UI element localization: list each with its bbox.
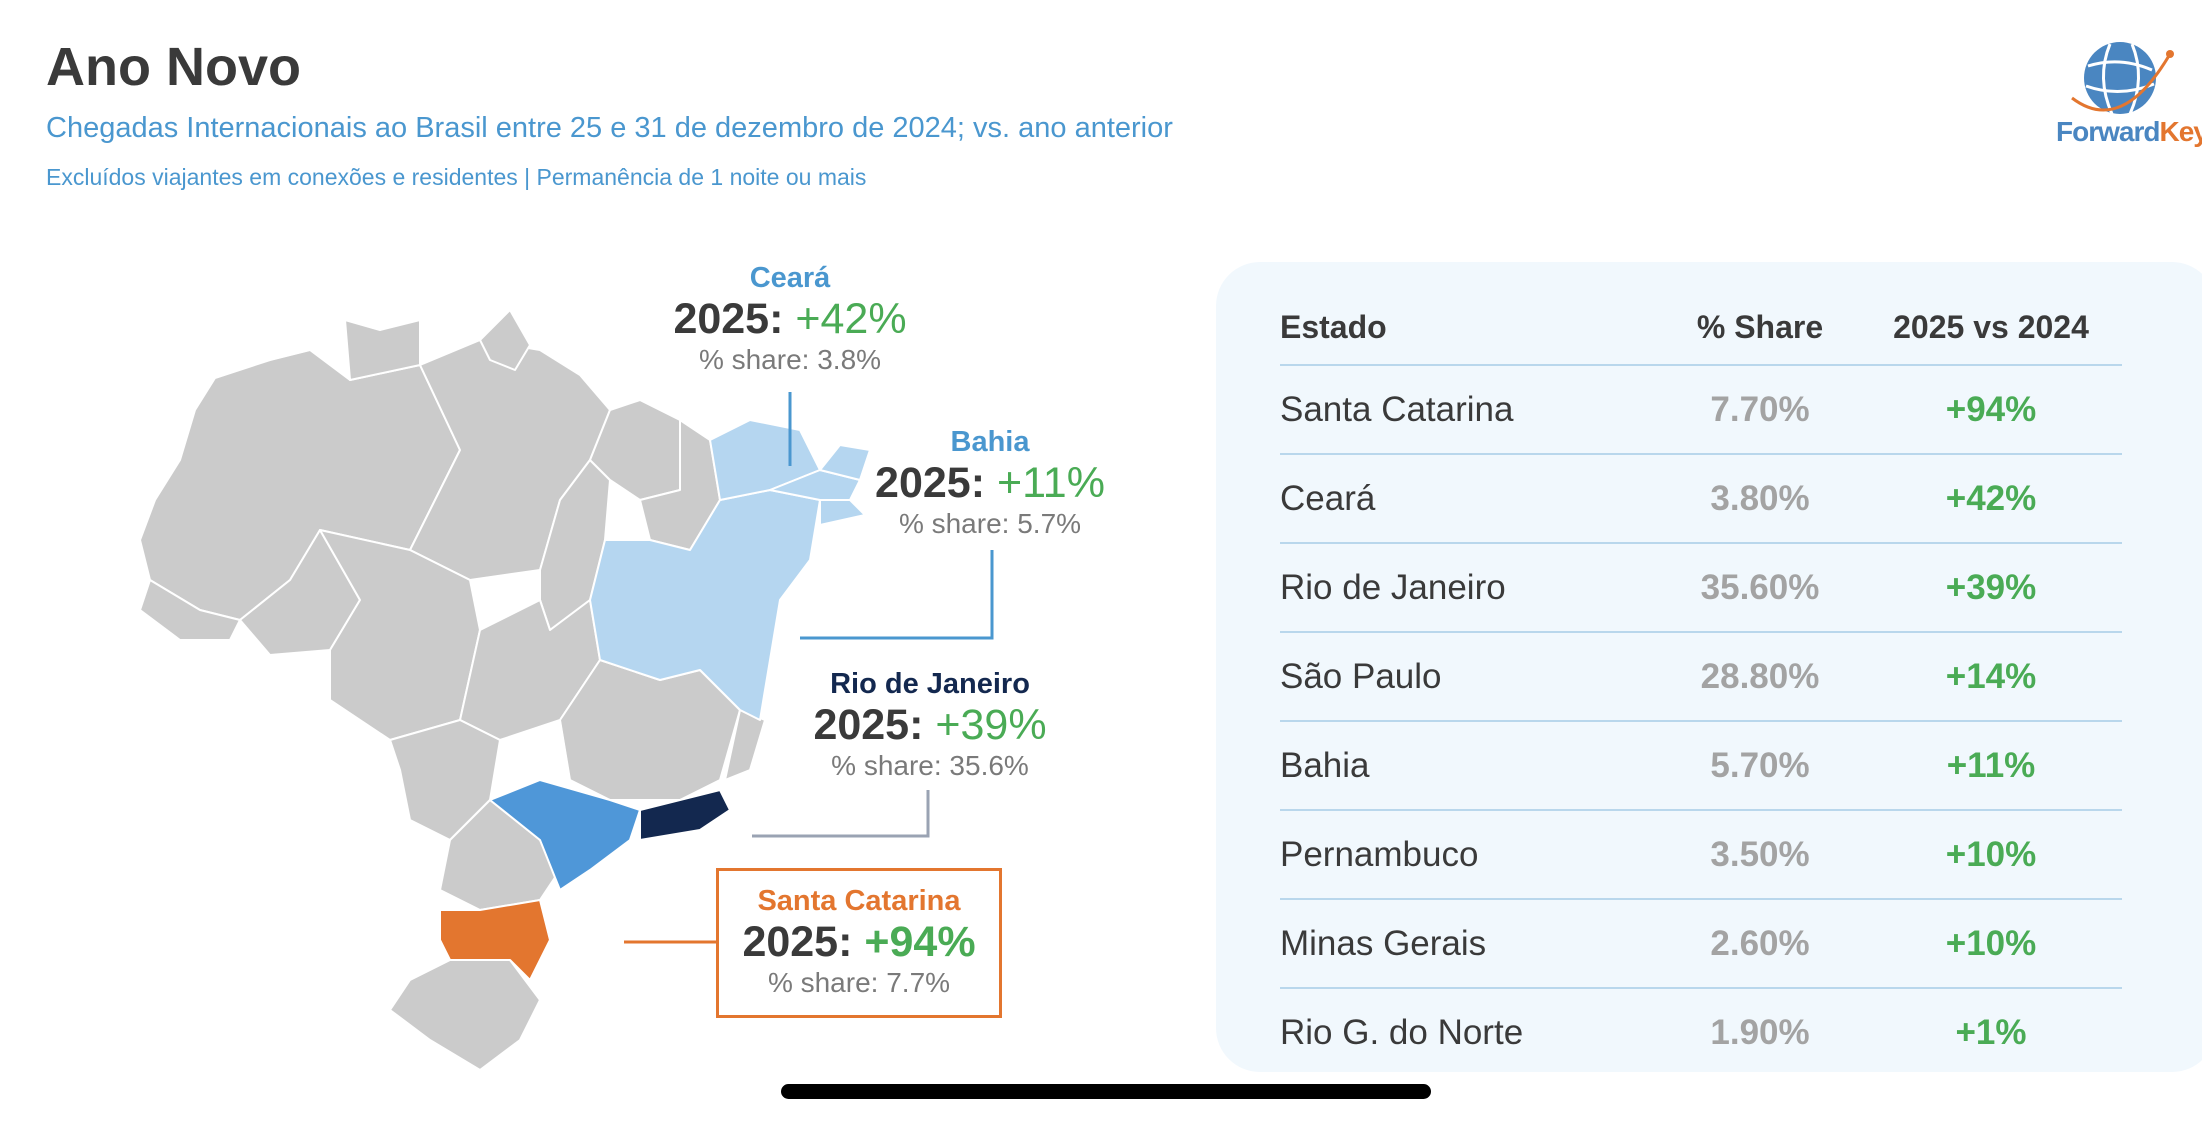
header-share: % Share	[1696, 308, 1824, 345]
callout-sc-share: % share: 7.7%	[767, 967, 951, 999]
row-estado: Santa Catarina	[1280, 389, 1514, 429]
callout-santa-catarina: Santa Catarina 2025: +94% % share: 7.7%	[716, 868, 1002, 1018]
callout-sc-stat: 2025: +94%	[719, 918, 999, 967]
map-state-sao-paulo	[489, 779, 641, 891]
callout-ceara-name: Ceará	[749, 262, 831, 294]
callout-bahia-year: 2025:	[875, 459, 986, 507]
table-row: Bahia 5.70% +11%	[1280, 722, 2122, 811]
map-state-paraiba	[819, 499, 866, 526]
callout-ceara-share: % share: 3.8%	[698, 344, 882, 376]
row-change: +10%	[1945, 834, 2037, 874]
row-change: +10%	[1945, 923, 2037, 963]
row-change: +39%	[1945, 567, 2037, 607]
header-change: 2025 vs 2024	[1893, 308, 2089, 345]
map-state-santa-catarina	[439, 899, 551, 981]
callout-bahia-change: +11%	[996, 459, 1105, 507]
page-subtitle: Chegadas Internacionais ao Brasil entre …	[46, 112, 1173, 144]
row-share: 5.70%	[1710, 745, 1810, 785]
row-share: 1.90%	[1710, 1012, 1810, 1052]
callout-bahia-stat: 2025: +11%	[860, 459, 1120, 508]
table-row: Minas Gerais 2.60% +10%	[1280, 900, 2122, 989]
table-row: Rio G. do Norte 1.90% +1%	[1280, 989, 2122, 1076]
callout-rio-year: 2025:	[813, 701, 924, 749]
callout-ceara-stat: 2025: +42%	[660, 295, 920, 344]
row-estado: Pernambuco	[1280, 834, 1479, 874]
page-title: Ano Novo	[46, 37, 301, 97]
row-share: 7.70%	[1710, 389, 1810, 429]
table-panel	[1216, 262, 2202, 1072]
row-estado: Ceará	[1280, 478, 1376, 518]
table-row: Santa Catarina 7.70% +94%	[1280, 366, 2122, 455]
row-share: 3.80%	[1710, 478, 1810, 518]
row-estado: Rio de Janeiro	[1280, 567, 1506, 607]
map-state-pernambuco	[769, 469, 861, 501]
callout-ceara: Ceará 2025: +42% % share: 3.8%	[660, 262, 920, 376]
row-change: +11%	[1946, 745, 2036, 785]
row-estado: Bahia	[1280, 745, 1370, 785]
callout-sc-year: 2025:	[742, 918, 853, 966]
brand-logo-part1: Forward	[2056, 116, 2160, 147]
map-state-acre	[139, 579, 241, 641]
brand-logo-part2: Keys	[2159, 116, 2202, 147]
row-share: 35.60%	[1700, 567, 1820, 607]
callout-rio-de-janeiro: Rio de Janeiro 2025: +39% % share: 35.6%	[790, 668, 1070, 782]
brand-logo: ForwardKeys	[2056, 116, 2202, 148]
table-row: São Paulo 28.80% +14%	[1280, 633, 2122, 722]
map-state-rio-de-janeiro	[639, 789, 731, 841]
table-row: Pernambuco 3.50% +10%	[1280, 811, 2122, 900]
row-share: 2.60%	[1710, 923, 1810, 963]
callout-rio-change: +39%	[935, 701, 1047, 749]
globe-logo-icon	[2071, 42, 2174, 115]
table-header: Estado % Share 2025 vs 2024	[1280, 290, 2122, 366]
row-estado: Rio G. do Norte	[1280, 1012, 1524, 1052]
map-state-roraima	[344, 319, 421, 381]
table-row: Ceará 3.80% +42%	[1280, 455, 2122, 544]
callout-bahia-name: Bahia	[950, 426, 1030, 458]
map-state-rio-grande-do-sul	[389, 959, 541, 1071]
callout-bahia-share: % share: 5.7%	[898, 508, 1082, 540]
row-change: +94%	[1945, 389, 2037, 429]
callout-sc-change: +94%	[864, 918, 976, 966]
callout-ceara-year: 2025:	[673, 295, 784, 343]
header-estado: Estado	[1280, 308, 1387, 345]
states-table: Estado % Share 2025 vs 2024 Santa Catari…	[1280, 290, 2122, 1076]
row-share: 3.50%	[1710, 834, 1810, 874]
page-note: Excluídos viajantes em conexões e reside…	[46, 164, 867, 190]
row-estado: Minas Gerais	[1280, 923, 1487, 963]
callout-rio-stat: 2025: +39%	[790, 701, 1070, 750]
brazil-map	[139, 309, 871, 1071]
row-estado: São Paulo	[1280, 656, 1442, 696]
table-row: Rio de Janeiro 35.60% +39%	[1280, 544, 2122, 633]
row-change: +42%	[1945, 478, 2037, 518]
callout-rio-name: Rio de Janeiro	[830, 668, 1030, 700]
home-indicator-bar[interactable]	[781, 1084, 1431, 1099]
callout-bahia: Bahia 2025: +11% % share: 5.7%	[860, 426, 1120, 540]
row-change: +1%	[1955, 1012, 2027, 1052]
callout-sc-name: Santa Catarina	[757, 885, 961, 917]
map-state-rio-grande-do-norte	[819, 444, 871, 481]
row-change: +14%	[1945, 656, 2037, 696]
callout-ceara-change: +42%	[795, 295, 907, 343]
callout-rio-share: % share: 35.6%	[831, 750, 1029, 782]
row-share: 28.80%	[1700, 656, 1820, 696]
map-state-amapa	[479, 309, 531, 371]
